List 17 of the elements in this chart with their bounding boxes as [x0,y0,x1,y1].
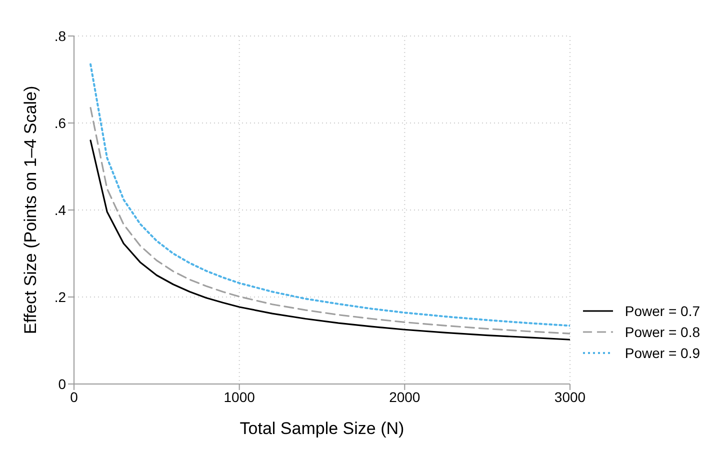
y-tick-label: 0 [58,376,66,392]
y-tick-label: .4 [54,202,66,218]
legend-label: Power = 0.8 [624,324,700,340]
y-axis-title: Effect Size (Points on 1–4 Scale) [21,86,40,334]
legend-label: Power = 0.7 [624,302,700,318]
x-axis-title: Total Sample Size (N) [240,419,404,438]
y-tick-label: .8 [54,28,66,44]
legend-label: Power = 0.9 [624,344,700,360]
line-series [90,106,570,334]
y-tick-label: .2 [54,288,66,305]
x-tick-label: 3000 [554,388,586,405]
x-tick-label: 2000 [389,388,420,405]
y-tick-label: .6 [54,114,66,131]
line-series [90,140,570,340]
x-tick-label: 0 [70,388,78,405]
x-tick-label: 1000 [224,388,256,405]
line-series [90,63,570,327]
